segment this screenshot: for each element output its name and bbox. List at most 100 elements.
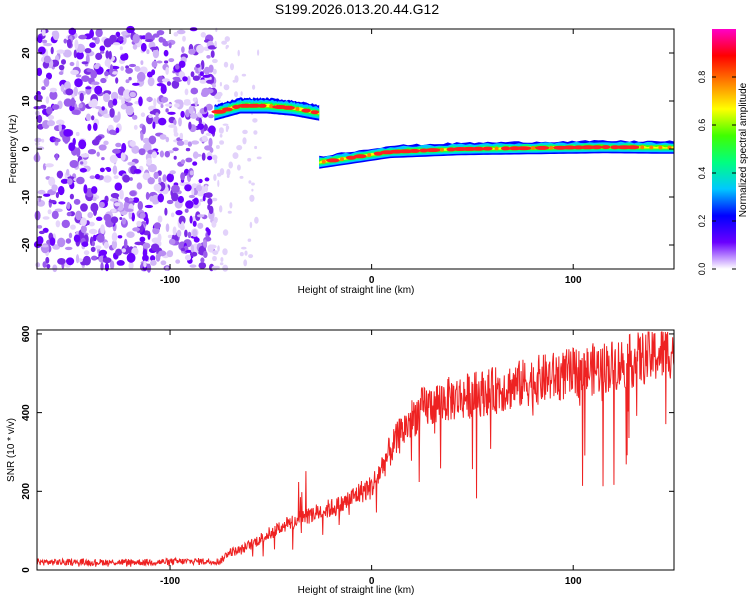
noise-blob: [153, 98, 157, 108]
noise-blob: [116, 260, 125, 266]
noise-blob: [190, 87, 199, 95]
noise-blob: [90, 202, 99, 213]
noise-blob: [75, 131, 80, 137]
spectrogram-y-label: Frequency (Hz): [8, 115, 19, 184]
noise-blob: [237, 49, 240, 57]
noise-blob: [248, 180, 252, 184]
noise-blob: [55, 220, 61, 228]
noise-blob: [139, 80, 145, 85]
noise-blob: [236, 145, 243, 151]
noise-blob: [199, 71, 204, 77]
noise-blob: [203, 250, 208, 258]
noise-blob: [126, 25, 135, 34]
noise-blob: [203, 66, 210, 75]
noise-blob: [244, 250, 248, 256]
noise-blob: [157, 233, 162, 242]
noise-blob: [101, 157, 105, 161]
ridge-hotspot: [367, 153, 372, 157]
noise-blob: [95, 52, 103, 61]
noise-blob: [185, 147, 191, 152]
noise-blob: [155, 112, 159, 117]
noise-blob: [151, 243, 160, 252]
noise-blob: [225, 125, 230, 130]
noise-blob: [111, 71, 119, 75]
noise-blob: [95, 28, 103, 38]
noise-blob: [222, 264, 229, 272]
ridge-hotspot: [580, 145, 595, 150]
noise-blob: [61, 59, 66, 65]
spectrogram-x-label: Height of straight line (km): [298, 285, 415, 296]
noise-blob: [95, 135, 103, 141]
snr-x-label: Height of straight line (km): [298, 585, 415, 596]
noise-blob: [181, 247, 185, 252]
noise-blob: [75, 74, 82, 78]
noise-blob: [108, 50, 112, 60]
noise-blob: [142, 172, 151, 181]
noise-blob: [125, 79, 130, 84]
ridge-hotspot: [472, 146, 485, 151]
noise-blob: [211, 197, 218, 202]
noise-blob: [173, 132, 179, 137]
noise-blob: [199, 79, 207, 84]
noise-blob: [42, 261, 47, 268]
noise-blob: [78, 103, 83, 109]
noise-blob: [192, 161, 198, 166]
noise-blob: [191, 186, 195, 197]
noise-blob: [117, 235, 123, 239]
noise-blob: [175, 79, 182, 82]
noise-blob: [49, 237, 56, 246]
noise-blob: [138, 96, 143, 107]
noise-blob: [47, 209, 52, 215]
noise-blob: [131, 145, 140, 154]
noise-blob: [203, 106, 207, 113]
noise-blob: [121, 97, 125, 105]
noise-blob: [42, 216, 50, 220]
ridge-hotspot: [658, 145, 663, 150]
noise-blob: [180, 172, 186, 181]
noise-blob: [37, 225, 43, 229]
noise-blob: [119, 189, 124, 200]
noise-blob: [156, 29, 165, 36]
noise-blob: [147, 177, 155, 185]
noise-blob: [52, 30, 60, 41]
ridge-hotspot: [258, 103, 267, 108]
noise-blob: [91, 37, 97, 41]
noise-blob: [139, 212, 146, 219]
noise-blob: [193, 237, 200, 243]
noise-blob: [74, 39, 79, 50]
snr-series-line: [36, 330, 675, 567]
noise-blob: [111, 232, 118, 242]
noise-blob: [82, 255, 91, 266]
figure-title: S199.2026.013.20.44.G12: [275, 1, 439, 17]
noise-blob: [217, 245, 220, 252]
noise-blob: [98, 249, 108, 256]
noise-blob: [167, 111, 176, 115]
snr-y-ticks: 0 200 400 600: [21, 325, 674, 573]
noise-blob: [164, 103, 173, 107]
colorbar: 0.0 0.2 0.4 0.6 0.8 Normalized spectral ampl…: [697, 29, 749, 275]
noise-blob: [254, 145, 258, 150]
noise-blob: [217, 179, 220, 188]
noise-blob: [35, 152, 40, 162]
noise-blob: [57, 237, 66, 248]
noise-blob: [91, 255, 98, 261]
noise-blob: [75, 210, 82, 221]
noise-blob: [122, 217, 126, 225]
noise-blob: [92, 234, 97, 242]
noise-blob: [80, 225, 87, 234]
noise-blob: [254, 216, 259, 224]
noise-blob: [202, 74, 211, 78]
noise-blob: [58, 64, 65, 71]
noise-blob: [208, 137, 213, 148]
noise-blob: [167, 234, 173, 239]
noise-blob: [179, 132, 184, 140]
noise-blob: [95, 245, 102, 250]
noise-blob: [159, 134, 167, 140]
noise-blob: [115, 142, 122, 148]
noise-blob: [90, 70, 98, 79]
noise-blob: [253, 130, 258, 135]
x-tick-label: 100: [565, 576, 582, 587]
noise-blob: [150, 255, 156, 262]
noise-blob: [84, 48, 92, 54]
ridge-hotspot: [269, 104, 274, 109]
